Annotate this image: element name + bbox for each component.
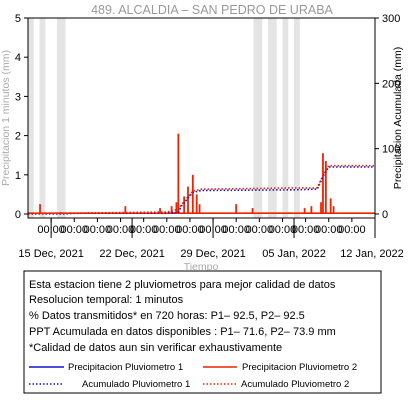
- y-right-tick-label: 200: [382, 78, 400, 90]
- x-tick-time-label: 00:00: [269, 224, 297, 236]
- chart-title: 489. ALCALDIA – SAN PEDRO DE URABA: [91, 3, 333, 17]
- x-axis-label: Tiempo: [184, 261, 219, 273]
- info-line: % Datos transmitidos* en 720 horas: P1– …: [29, 310, 305, 322]
- info-box-frame: [23, 270, 382, 394]
- x-date-label: 12 Jan, 2022: [340, 248, 404, 260]
- data-gap-band: [39, 18, 46, 218]
- x-date-label: 05 Jan, 2022: [262, 248, 326, 260]
- x-tick-time-label: 00:00: [153, 224, 181, 236]
- x-tick-time-label: 00:00: [338, 224, 366, 236]
- y-left-tick-label: 0: [15, 209, 21, 221]
- x-tick-time-label: 00:00: [130, 224, 158, 236]
- info-line: Esta estacion tiene 2 pluviometros para …: [29, 279, 336, 291]
- series-line: [28, 166, 375, 215]
- y-axis-right-label: Precipitacion Acumulada (mm): [392, 47, 404, 189]
- x-date-label: 29 Dec, 2021: [180, 248, 245, 260]
- legend-label-acum-p2: Acumulado Pluviometro 2: [241, 379, 349, 390]
- y-right-tick-label: 100: [382, 144, 400, 156]
- data-gap-band: [253, 18, 263, 218]
- data-gap-band: [282, 18, 289, 218]
- data-gap-band: [56, 18, 66, 218]
- x-tick-time-label: 00:00: [176, 224, 204, 236]
- x-tick-time-label: 00:00: [222, 224, 250, 236]
- y-left-tick-label: 2: [15, 131, 21, 143]
- y-left-tick-label: 4: [15, 52, 21, 64]
- y-axis-right-ticks: 0 100 200 300: [375, 13, 400, 221]
- x-tick-time-label: 00:00: [107, 224, 135, 236]
- info-line: PPT Acumulada en datos disponibles : P1–…: [29, 326, 336, 338]
- data-gap-band: [268, 18, 277, 218]
- info-box: Esta estacion tiene 2 pluviometros para …: [23, 270, 382, 394]
- data-gap-band: [294, 18, 300, 218]
- data-gap-band: [28, 18, 34, 218]
- x-date-label: 15 Dec, 2021: [18, 248, 83, 260]
- x-tick-time-label: 00:00: [61, 224, 89, 236]
- legend-label-precip-p1: Precipitacion Pluviometro 1: [68, 362, 183, 373]
- x-axis-ticks: 00:0000:0000:0000:0000:0000:0000:0000:00…: [18, 218, 404, 260]
- y-right-tick-label: 0: [382, 209, 388, 221]
- x-tick-time-label: 00:00: [292, 224, 320, 236]
- x-date-label: 22 Dec, 2021: [99, 248, 164, 260]
- series-line: [27, 164, 375, 215]
- x-tick-time-label: 00:00: [315, 224, 343, 236]
- series-layer: [27, 133, 375, 215]
- plot-frame: [27, 17, 376, 219]
- legend-label-acum-p1: Acumulado Pluviometro 1: [82, 379, 190, 390]
- x-tick-time-label: 00:00: [246, 224, 274, 236]
- y-left-tick-label: 5: [15, 13, 21, 25]
- x-tick-time-label: 00:00: [84, 224, 112, 236]
- y-right-tick-label: 300: [382, 13, 400, 25]
- info-line: *Calidad de datos aun sin verificar exha…: [29, 342, 282, 354]
- info-line: Resolucion temporal: 1 minutos: [29, 294, 184, 306]
- y-axis-left-ticks: 0 1 2 3 4 5: [15, 13, 28, 221]
- plot-area: [27, 17, 376, 219]
- y-left-tick-label: 3: [15, 91, 21, 103]
- y-axis-left-label: Precipitacion 1 minutos (mm): [0, 50, 12, 186]
- legend-label-precip-p2: Precipitacion Pluviometro 2: [242, 362, 357, 373]
- data-gap-bands: [28, 18, 300, 218]
- y-left-tick-label: 1: [15, 170, 21, 182]
